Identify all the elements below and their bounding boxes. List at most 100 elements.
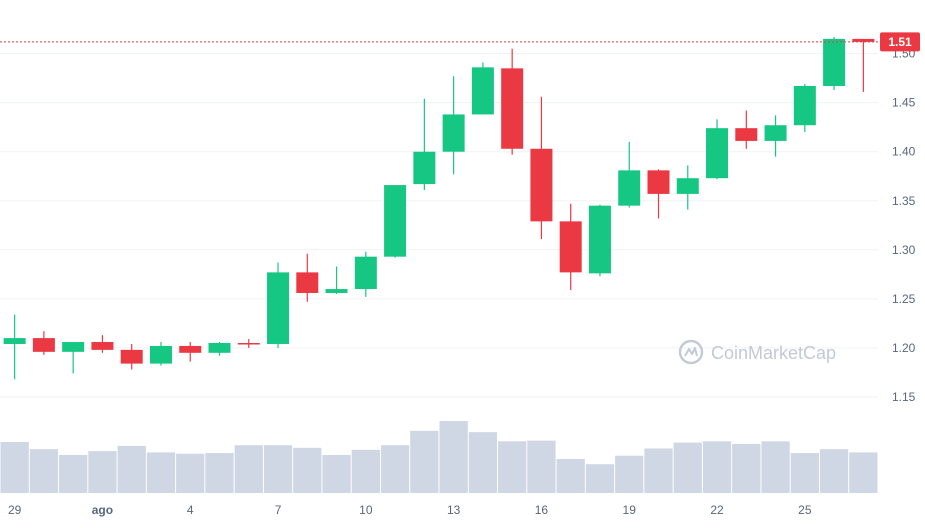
volume-bar	[732, 443, 761, 493]
volume-bar	[234, 445, 263, 493]
volume-bar	[88, 451, 117, 493]
candle-body	[530, 148, 553, 222]
x-tick-label: ago	[92, 503, 113, 517]
volume-bar	[585, 464, 615, 493]
current-price-badge: 1.51	[880, 32, 920, 52]
candle-body	[237, 343, 260, 345]
candle[interactable]	[764, 115, 787, 157]
candle[interactable]	[676, 165, 699, 210]
volume-bars	[0, 421, 878, 493]
volume-bar	[0, 441, 29, 493]
candle[interactable]	[120, 343, 143, 370]
candle[interactable]	[179, 342, 202, 362]
candle[interactable]	[852, 38, 875, 92]
candle-body	[179, 345, 202, 353]
candle-body	[852, 38, 875, 42]
volume-bar	[527, 440, 556, 493]
candle-body	[501, 68, 524, 149]
volume-bar	[790, 453, 819, 493]
candle-body	[91, 342, 114, 350]
candle[interactable]	[588, 204, 611, 277]
volume-bar	[322, 455, 351, 493]
candle-body	[764, 125, 787, 141]
candle-body	[559, 221, 582, 273]
candle-body	[354, 256, 377, 290]
candle[interactable]	[149, 342, 172, 366]
current-price-badge-bg	[880, 32, 920, 52]
volume-bar	[556, 458, 585, 493]
candle[interactable]	[706, 119, 729, 180]
volume-bar	[498, 441, 527, 493]
candle[interactable]	[296, 253, 319, 302]
candle-body	[267, 272, 290, 344]
volume-bar	[380, 445, 410, 493]
x-tick-label: 25	[798, 503, 812, 517]
candle[interactable]	[530, 96, 553, 240]
candle[interactable]	[735, 110, 758, 149]
candle-body	[208, 343, 231, 353]
candle-body	[296, 272, 319, 293]
candle-body	[149, 345, 172, 364]
candle[interactable]	[354, 251, 377, 297]
candle[interactable]	[823, 36, 846, 90]
volume-bar	[702, 441, 732, 493]
candle-body	[647, 170, 670, 194]
x-tick-label: 19	[623, 503, 637, 517]
volume-bar	[263, 445, 293, 493]
volume-bar	[176, 453, 205, 493]
candle[interactable]	[501, 48, 524, 155]
candle[interactable]	[442, 76, 465, 175]
x-tick-label: 4	[187, 503, 194, 517]
x-tick-label: 29	[8, 503, 22, 517]
candle-body	[676, 178, 699, 194]
volume-bar	[615, 455, 644, 493]
coinmarketcap-logo-icon	[678, 339, 704, 365]
candle-body	[325, 289, 348, 293]
volume-bar	[439, 421, 468, 493]
candle[interactable]	[237, 339, 260, 348]
candle-body	[120, 349, 143, 364]
candle[interactable]	[413, 98, 436, 190]
volume-bar	[351, 449, 380, 493]
volume-bar	[761, 441, 790, 493]
candle-body	[32, 338, 55, 352]
candle[interactable]	[618, 141, 641, 208]
candle-body	[384, 185, 407, 257]
candle[interactable]	[208, 342, 231, 356]
candle[interactable]	[3, 314, 26, 380]
volume-bar	[205, 453, 234, 493]
volume-bar	[410, 430, 439, 493]
volume-bar	[29, 449, 59, 493]
watermark-text: CoinMarketCap	[711, 343, 836, 363]
volume-bar	[849, 452, 878, 493]
volume-bar	[819, 449, 849, 493]
current-price-badge-text: 1.51	[888, 35, 912, 49]
volume-bar	[117, 445, 146, 493]
candle-body	[706, 128, 729, 179]
candle-body	[793, 85, 816, 126]
candle-body	[3, 338, 26, 344]
y-tick-label: 1.40	[892, 145, 916, 159]
volume-bar	[644, 448, 673, 493]
x-tick-label: 13	[447, 503, 461, 517]
candle[interactable]	[384, 185, 407, 258]
candle-body	[442, 114, 465, 152]
candle[interactable]	[559, 203, 582, 291]
y-tick-label: 1.15	[892, 390, 916, 404]
candle[interactable]	[471, 62, 494, 115]
candle[interactable]	[325, 266, 348, 294]
y-axis: 1.151.201.251.301.351.401.451.50	[892, 47, 916, 404]
candle-body	[588, 205, 611, 274]
candle[interactable]	[62, 342, 85, 374]
volume-bar	[468, 432, 498, 493]
candle[interactable]	[91, 335, 114, 353]
candles	[3, 36, 875, 380]
candle-body	[823, 38, 846, 86]
candle[interactable]	[267, 262, 290, 348]
y-tick-label: 1.35	[892, 194, 916, 208]
volume-bar	[59, 455, 88, 493]
candle[interactable]	[647, 169, 670, 219]
candle[interactable]	[32, 331, 55, 355]
candle[interactable]	[793, 84, 816, 133]
